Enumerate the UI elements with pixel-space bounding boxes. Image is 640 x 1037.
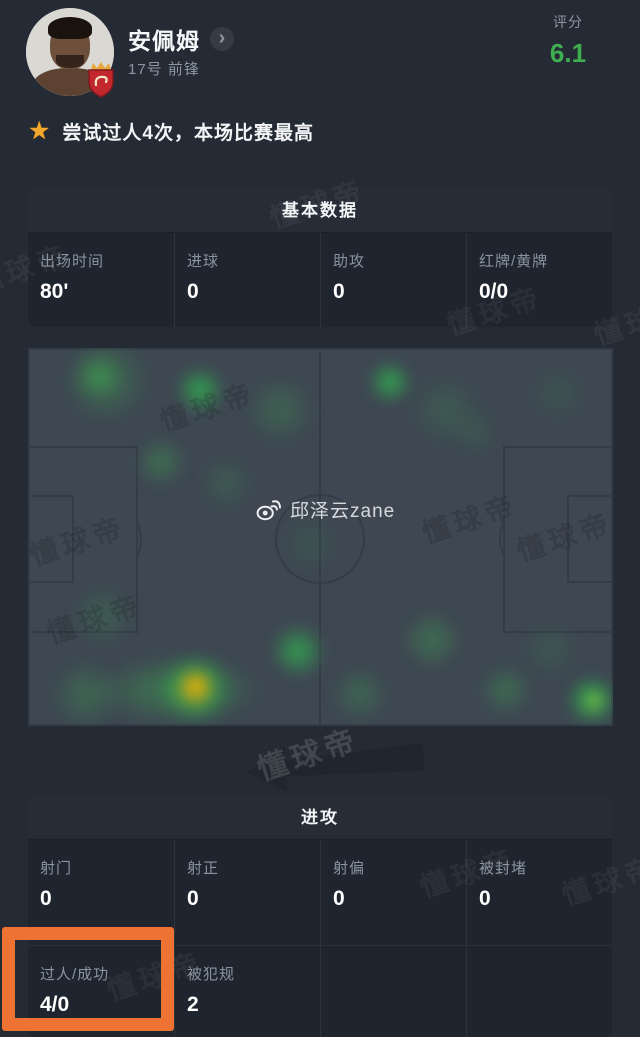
star-icon: ★ [28,116,51,145]
rating-value: 6.1 [549,38,587,68]
stat-label: 被封堵 [479,860,528,877]
stat-label: 进球 [187,253,220,270]
stat-cell-blocked: 被封堵 0 [466,840,612,945]
rating-block: 评分 6.1 [536,12,600,69]
stat-cell-empty [320,946,466,1037]
attack-grid-row1: 射门 0 射正 0 射偏 0 被封堵 0 [28,840,612,945]
stat-value: 0 [187,887,199,910]
left-arrow-icon [246,742,425,793]
rating-label: 评分 [553,14,583,30]
stat-cell-shots-on-target: 射正 0 [174,840,320,945]
player-name: 安佩姆 [128,28,200,54]
stat-cell-empty [466,946,612,1037]
stat-label: 被犯规 [187,966,236,983]
player-number-position: 17号 前锋 [128,61,200,78]
highlight-note-text: 尝试过人4次，本场比赛最高 [62,122,314,144]
stat-cell-shots: 射门 0 [28,840,174,945]
stat-label: 射偏 [333,860,366,877]
chevron-right-icon[interactable]: › [210,27,234,51]
pitch-markings [28,348,613,726]
dribble-highlight-box [2,927,174,1031]
attack-title: 进攻 [28,795,612,840]
stat-cell-goals: 进球 0 [174,233,320,327]
stat-label: 红牌/黄牌 [479,253,549,270]
highlight-note-row: ★ 尝试过人4次，本场比赛最高 [28,108,314,154]
stat-cell-minutes: 出场时间 80' [28,233,174,327]
attack-card: 进攻 射门 0 射正 0 射偏 0 被封堵 0 过人/成功 4/0 [28,795,612,1037]
basic-data-grid: 出场时间 80' 进球 0 助攻 0 红牌/黄牌 0/0 [28,233,612,327]
stat-value: 80' [40,280,69,303]
stat-label: 过人/成功 [40,966,110,983]
stat-value: 4/0 [40,993,70,1016]
stat-value: 0 [40,887,52,910]
weibo-watermark: 邱泽云zane [256,496,395,523]
player-avatar[interactable] [26,8,114,98]
player-name-row[interactable]: 安佩姆 › [128,22,234,56]
stat-value: 0 [187,280,199,303]
stat-cell-fouled: 被犯规 2 [174,946,320,1037]
stat-value: 0 [333,280,345,303]
stat-label: 出场时间 [40,253,105,270]
basic-data-title: 基本数据 [28,188,612,233]
basic-data-card: 基本数据 出场时间 80' 进球 0 助攻 0 红牌/黄牌 0/0 [28,188,612,327]
stat-cell-shots-off-target: 射偏 0 [320,840,466,945]
stat-label: 射门 [40,860,73,877]
stat-cell-assists: 助攻 0 [320,233,466,327]
stat-value: 0 [479,887,491,910]
stat-value: 0 [333,887,345,910]
stat-label: 助攻 [333,253,366,270]
stat-value: 2 [187,993,199,1016]
heatmap: 邱泽云zane [28,348,613,726]
stat-cell-cards: 红牌/黄牌 0/0 [466,233,612,327]
attack-grid-row2: 过人/成功 4/0 被犯规 2 [28,945,612,1037]
stat-value: 0/0 [479,280,509,303]
stat-label: 射正 [187,860,220,877]
stat-cell-dribbles: 过人/成功 4/0 [28,946,174,1037]
team-badge-icon [88,62,114,98]
weibo-icon [256,499,281,520]
weibo-username: 邱泽云zane [290,501,396,522]
